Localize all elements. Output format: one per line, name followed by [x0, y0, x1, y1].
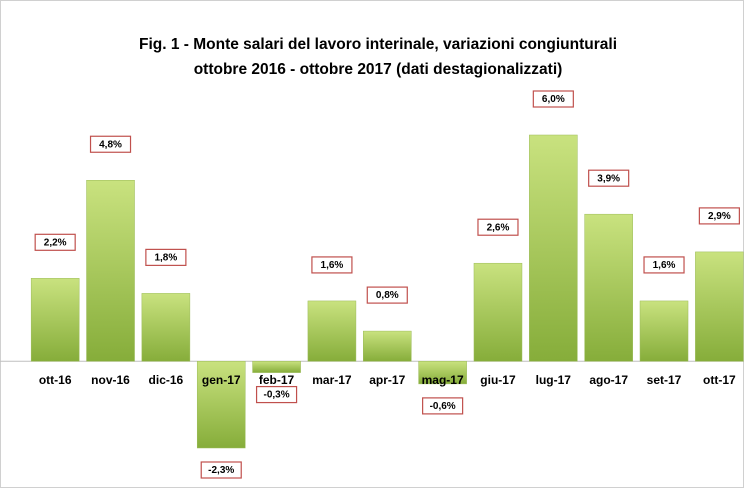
x-tick-label: giu-17 [480, 373, 516, 387]
bar [639, 300, 689, 362]
value-label-box [588, 169, 630, 187]
x-tick-label: ago-17 [589, 373, 628, 387]
value-label-box [532, 90, 574, 108]
x-tick-label: ott-16 [39, 373, 72, 387]
value-label: 4,8% [99, 139, 122, 150]
bar [141, 293, 191, 362]
value-label-box [145, 248, 187, 266]
chart-title: ottobre 2016 - ottobre 2017 (dati destag… [194, 61, 563, 78]
bar [196, 361, 246, 449]
x-tick-label: nov-16 [91, 373, 130, 387]
value-label: 0,8% [376, 290, 399, 301]
x-tick-label: mag-17 [422, 373, 464, 387]
value-label: -0,6% [430, 401, 456, 412]
value-label: -0,3% [264, 390, 290, 401]
value-label-box [255, 385, 298, 404]
bar [473, 262, 523, 362]
x-tick-label: apr-17 [369, 373, 405, 387]
value-label-box [477, 218, 519, 236]
bar [529, 134, 578, 362]
value-label: 2,2% [44, 237, 67, 248]
value-label: -2,3% [208, 465, 234, 476]
value-label: 2,9% [708, 211, 731, 222]
x-tick-label: ott-17 [703, 373, 736, 387]
value-label-box [422, 397, 464, 415]
chart-title: Fig. 1 - Monte salari del lavoro interin… [139, 36, 617, 53]
value-label: 1,8% [154, 253, 177, 264]
value-label: 3,9% [597, 173, 620, 184]
bar [363, 330, 412, 362]
x-tick-label: mar-17 [312, 373, 352, 387]
value-label: 1,6% [321, 260, 344, 271]
value-label: 1,6% [653, 260, 676, 271]
x-tick-label: lug-17 [536, 373, 572, 387]
value-label: 6,0% [542, 94, 565, 105]
value-label-box [89, 135, 132, 153]
value-label-box [200, 461, 242, 479]
bar [695, 251, 744, 362]
x-tick-label: set-17 [647, 373, 682, 387]
bar [252, 361, 301, 373]
bar [307, 300, 357, 362]
value-label: 2,6% [487, 222, 510, 233]
x-tick-label: dic-16 [149, 373, 184, 387]
value-label-box [34, 233, 76, 251]
value-label-box [643, 256, 685, 274]
x-tick-label: gen-17 [202, 373, 241, 387]
value-label-box [698, 207, 740, 225]
bar [30, 278, 80, 362]
bar [584, 213, 633, 362]
value-label-box [366, 286, 408, 304]
x-tick-label: feb-17 [259, 373, 295, 387]
value-label-box [311, 256, 353, 274]
bar [418, 361, 467, 385]
bar [86, 180, 135, 362]
